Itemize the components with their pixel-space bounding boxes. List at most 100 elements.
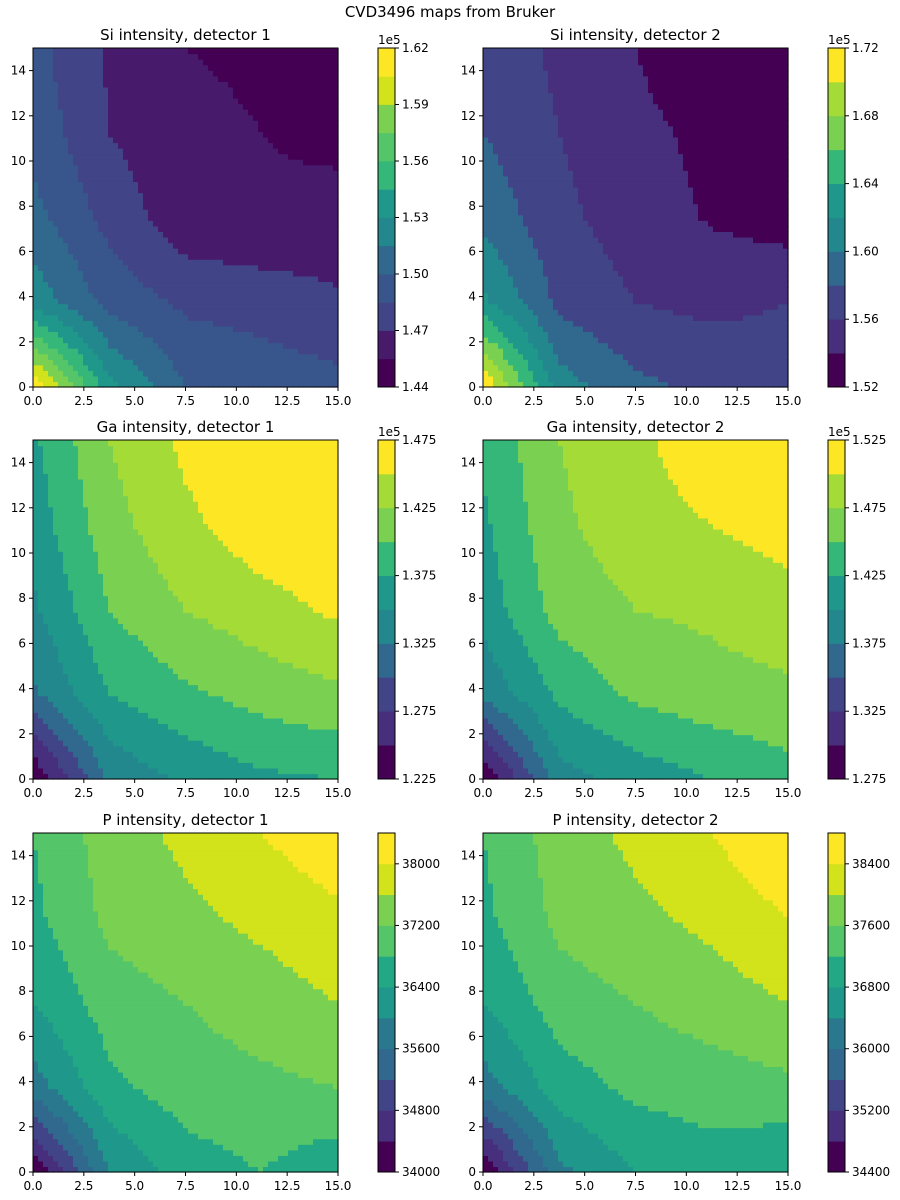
contour-cell (248, 126, 254, 132)
contour-cell (608, 370, 614, 376)
contour-cell (123, 359, 129, 365)
contour-cell (278, 298, 284, 304)
contour-cell (263, 76, 269, 82)
contour-cell (748, 337, 754, 343)
contour-cell (323, 248, 329, 254)
contour-cell (83, 254, 89, 260)
contour-cell (73, 76, 79, 82)
contour-cell (228, 215, 234, 221)
contour-cell (283, 315, 289, 321)
contour-cell (248, 92, 254, 98)
contour-cell (178, 226, 184, 232)
contour-cell (208, 376, 214, 382)
contour-cell (673, 348, 679, 354)
contour-cell (98, 287, 104, 293)
contour-cell (483, 287, 489, 293)
contour-cell (308, 159, 314, 165)
contour-cell (288, 87, 294, 93)
contour-cell (158, 315, 164, 321)
contour-cell (133, 231, 139, 237)
contour-cell (113, 137, 119, 143)
contour-cell (323, 359, 329, 365)
contour-cell (88, 154, 94, 160)
contour-cell (148, 54, 154, 60)
contour-cell (38, 120, 44, 126)
contour-cell (208, 176, 214, 182)
contour-cell (168, 331, 174, 337)
contour-cell (243, 359, 249, 365)
contour-cell (148, 348, 154, 354)
contour-cell (93, 315, 99, 321)
contour-cell (318, 376, 324, 382)
contour-cell (258, 98, 264, 104)
contour-cell (638, 359, 644, 365)
contour-cell (38, 92, 44, 98)
contour-cell (213, 243, 219, 249)
contour-cell (208, 131, 214, 137)
contour-cell (263, 181, 269, 187)
contour-cell (628, 370, 634, 376)
contour-cell (568, 315, 574, 321)
contour-cell (688, 287, 694, 293)
contour-cell (258, 198, 264, 204)
contour-cell (723, 343, 729, 349)
contour-cell (513, 315, 519, 321)
contour-cell (173, 54, 179, 60)
contour-cell (593, 293, 599, 299)
contour-cell (53, 293, 59, 299)
contour-cell (663, 326, 669, 332)
contour-cell (208, 70, 214, 76)
contour-cell (143, 187, 149, 193)
contour-cell (763, 370, 769, 376)
contour-cell (43, 92, 49, 98)
contour-cell (253, 192, 259, 198)
contour-cell (213, 198, 219, 204)
contour-cell (618, 287, 624, 293)
contour-cell (328, 270, 334, 276)
contour-cell (183, 109, 189, 115)
contour-cell (738, 359, 744, 365)
contour-cell (293, 248, 299, 254)
contour-cell (588, 287, 594, 293)
contour-cell (558, 359, 564, 365)
contour-cell (753, 359, 759, 365)
contour-cell (653, 315, 659, 321)
contour-cell (63, 148, 69, 154)
contour-cell (148, 365, 154, 371)
contour-cell (318, 65, 324, 71)
contour-cell (643, 298, 649, 304)
contour-cell (38, 354, 44, 360)
contour-cell (108, 59, 114, 65)
contour-cell (158, 81, 164, 87)
contour-cell (303, 309, 309, 315)
contour-cell (643, 354, 649, 360)
contour-cell (188, 370, 194, 376)
contour-cell (138, 87, 144, 93)
contour-cell (208, 81, 214, 87)
contour-cell (308, 248, 314, 254)
contour-cell (198, 137, 204, 143)
contour-cell (118, 115, 124, 121)
contour-cell (68, 237, 74, 243)
contour-cell (678, 326, 684, 332)
contour-cell (218, 181, 224, 187)
contour-cell (198, 298, 204, 304)
contour-cell (108, 142, 114, 148)
contour-cell (303, 298, 309, 304)
contour-cell (213, 59, 219, 65)
contour-cell (238, 54, 244, 60)
contour-cell (578, 287, 584, 293)
contour-cell (83, 120, 89, 126)
contour-cell (493, 365, 499, 371)
chart-title: Si intensity, detector 1 (100, 26, 271, 44)
contour-cell (118, 231, 124, 237)
contour-cell (493, 309, 499, 315)
contour-cell (278, 87, 284, 93)
contour-cell (568, 309, 574, 315)
contour-cell (43, 276, 49, 282)
contour-cell (503, 298, 509, 304)
contour-cell (183, 359, 189, 365)
contour-cell (313, 348, 319, 354)
contour-cell (198, 287, 204, 293)
contour-cell (518, 337, 524, 343)
